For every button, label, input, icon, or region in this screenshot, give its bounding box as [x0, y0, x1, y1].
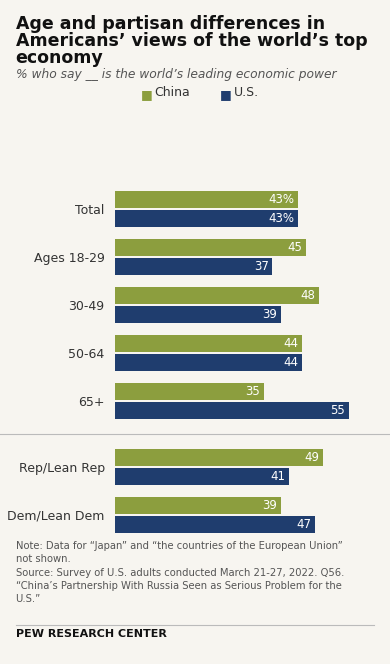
Text: Age and partisan differences in: Age and partisan differences in [16, 15, 325, 33]
Text: % who say __ is the world’s leading economic power: % who say __ is the world’s leading econ… [16, 68, 336, 81]
Text: Note: Data for “Japan” and “the countries of the European Union”
not shown.
Sour: Note: Data for “Japan” and “the countrie… [16, 541, 344, 604]
Text: 37: 37 [254, 260, 269, 273]
Bar [115, 305, 281, 323]
Text: U.S.: U.S. [234, 86, 259, 100]
Bar [115, 402, 349, 418]
Text: 43%: 43% [268, 193, 294, 206]
Bar [115, 497, 281, 514]
Bar [115, 287, 319, 304]
Bar [115, 191, 298, 208]
Text: 44: 44 [284, 356, 298, 369]
Text: ■: ■ [220, 88, 232, 101]
Text: Americans’ views of the world’s top: Americans’ views of the world’s top [16, 32, 367, 50]
Text: economy: economy [16, 49, 103, 67]
Text: 35: 35 [246, 385, 260, 398]
Text: PEW RESEARCH CENTER: PEW RESEARCH CENTER [16, 629, 167, 639]
Bar [115, 354, 302, 371]
Bar [115, 383, 264, 400]
Text: 43%: 43% [268, 212, 294, 224]
Bar [115, 516, 315, 533]
Text: 39: 39 [262, 307, 277, 321]
Bar [115, 258, 272, 275]
Text: 49: 49 [305, 451, 320, 464]
Text: 47: 47 [296, 518, 311, 531]
Text: China: China [154, 86, 190, 100]
Bar [115, 239, 306, 256]
Text: 55: 55 [330, 404, 345, 417]
Bar [115, 468, 289, 485]
Text: 39: 39 [262, 499, 277, 512]
Text: ■: ■ [140, 88, 152, 101]
Text: 44: 44 [284, 337, 298, 350]
Text: 45: 45 [288, 241, 303, 254]
Bar [115, 335, 302, 352]
Text: 41: 41 [271, 469, 286, 483]
Bar [115, 210, 298, 226]
Text: 48: 48 [301, 289, 316, 302]
Bar [115, 449, 323, 466]
